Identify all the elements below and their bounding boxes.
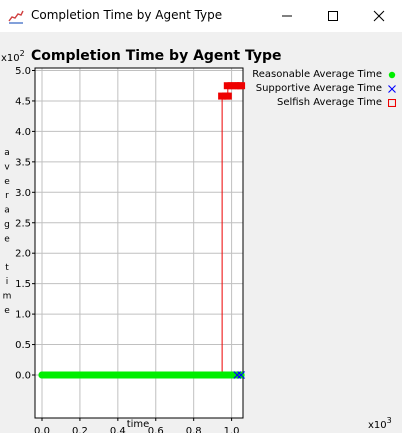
supportive-data-point [237,371,246,379]
x-tick-label: 0.0 [34,426,50,433]
y-tick-label: 1.0 [15,310,31,321]
y-tick-label: 4.0 [15,127,31,138]
legend-label-supportive: Supportive Average Time [255,83,382,94]
y-axis-label-letter: g [4,220,10,230]
minimize-icon [282,15,292,17]
window-title: Completion Time by Agent Type [31,8,223,22]
y-tick-label: 5.0 [15,66,31,77]
maximize-icon [328,11,338,21]
legend-item-supportive: Supportive Average Time [232,82,398,96]
chart-icon [8,10,24,24]
red-square-icon [388,99,396,107]
y-multiplier: x102 [1,49,25,64]
maximize-button[interactable] [310,0,356,32]
chart-title: Completion Time by Agent Type [31,48,282,64]
close-button[interactable] [356,0,402,32]
y-axis-label-letter: v [4,162,10,172]
reasonable-data-point [228,371,236,379]
supportive-data-point [233,371,242,379]
x-axis: 0.0 0.2 0.4 0.6 0.8 1.0 [34,418,240,433]
x-tick-label: 0.6 [148,426,164,433]
y-axis-label-letter: a [4,206,10,216]
reasonable-data-point [171,371,179,379]
legend-label-reasonable: Reasonable Average Time [252,69,382,80]
y-axis-label-letter: m [3,292,12,302]
legend-label-selfish: Selfish Average Time [276,97,382,108]
reasonable-data-point [133,371,141,379]
green-dot-icon [388,71,396,79]
reasonable-data-point [114,371,122,379]
x-multiplier: x103 [368,416,392,431]
series-layer [38,82,246,379]
grid [35,68,243,418]
reasonable-data-point [152,371,160,379]
reasonable-data-point [38,371,46,379]
chart-panel: 0.0 0.5 1.0 1.5 2.0 2.5 3.0 3.5 4.0 4.5 5.0 0.0 0.2… [0,32,402,433]
y-tick-label: 2.5 [15,218,31,229]
window-titlebar: Completion Time by Agent Type [0,0,402,32]
y-axis-label-letter: t [5,263,9,273]
y-axis-label-letter: a [4,148,10,158]
y-tick-label: 0.5 [15,340,31,351]
reasonable-data-point [190,371,198,379]
reasonable-data-point [76,371,84,379]
x-tick-label: 0.8 [186,426,202,433]
y-axis-label-letter: i [6,277,9,287]
y-axis: 0.0 0.5 1.0 1.5 2.0 2.5 3.0 3.5 4.0 4.5 5.0 [15,66,35,382]
y-tick-label: 3.0 [15,188,31,199]
reasonable-data-point [95,371,103,379]
y-tick-label: 1.5 [15,279,31,290]
minimize-button[interactable] [264,0,310,32]
reasonable-data-point [209,371,217,379]
x-tick-label: 1.0 [224,426,240,433]
y-tick-label: 0.0 [15,371,31,382]
plot-frame [34,67,244,419]
x-tick-label: 0.4 [110,426,126,433]
y-axis-label-letter: e [4,177,10,187]
y-axis-label-letter: r [5,191,9,201]
plot-area [35,68,243,418]
legend-item-selfish: Selfish Average Time [232,96,398,110]
legend: Reasonable Average Time Supportive Avera… [232,68,398,110]
blue-x-icon [388,85,396,93]
legend-item-reasonable: Reasonable Average Time [232,68,398,82]
x-axis-label: time [127,419,150,430]
selfish-data-point [223,92,232,100]
reasonable-data-point [57,371,65,379]
x-tick-label: 0.2 [72,426,88,433]
y-tick-label: 4.5 [15,96,31,107]
y-axis-label-letter: e [4,306,10,316]
y-tick-label: 3.5 [15,157,31,168]
y-tick-label: 2.0 [15,249,31,260]
selfish-data-point [237,82,246,90]
close-icon [373,10,385,22]
y-axis-label-letter: e [4,234,10,244]
chart: 0.0 0.5 1.0 1.5 2.0 2.5 3.0 3.5 4.0 4.5 5.0 0.0 0.2… [1,48,392,433]
